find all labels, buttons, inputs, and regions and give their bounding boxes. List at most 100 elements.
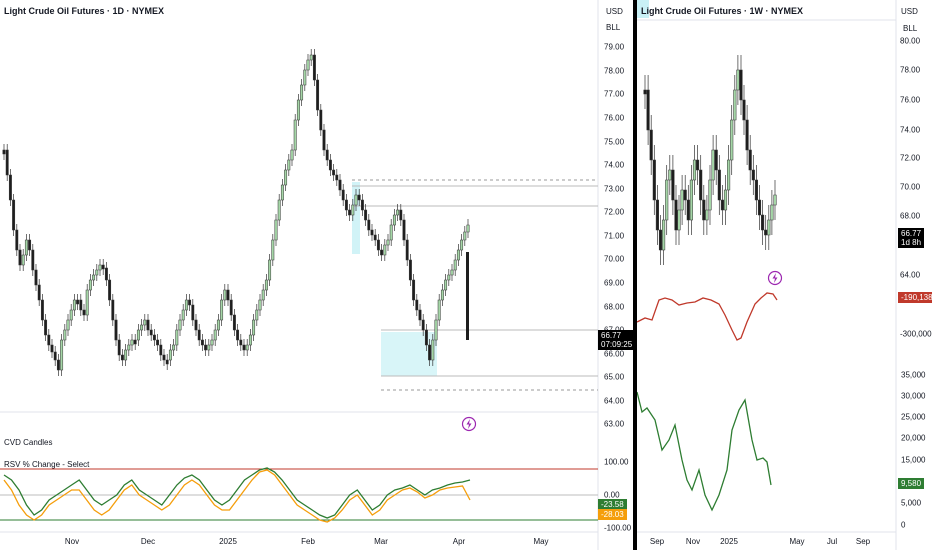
daily-chart-pane[interactable]: Light Crude Oil Futures · 1D · NYMEX USD… — [0, 0, 633, 550]
daily-candle — [72, 299, 76, 311]
daily-candle — [236, 329, 240, 341]
price-axis-label: 72.00 — [604, 207, 625, 217]
weekly-candle — [680, 189, 684, 211]
daily-candle — [37, 284, 41, 301]
price-axis-label: 74.00 — [604, 160, 625, 170]
daily-candle — [47, 334, 51, 346]
price-axis-label: 69.00 — [604, 278, 625, 288]
price-axis-label: 72.00 — [900, 153, 921, 163]
cvd-candles-label[interactable]: CVD Candles — [4, 438, 53, 447]
price-axis-label: 65.00 — [604, 372, 625, 382]
daily-candle — [450, 269, 454, 276]
pane-divider[interactable] — [633, 0, 637, 550]
weekly-candle — [730, 119, 734, 161]
daily-candle — [28, 239, 32, 251]
daily-candle — [95, 269, 99, 276]
weekly-candle — [686, 199, 690, 221]
volume-axis-label: 30,000 — [901, 391, 926, 401]
lightning-alert-icon[interactable] — [461, 416, 477, 432]
daily-candle — [130, 339, 134, 346]
daily-candle — [82, 309, 86, 316]
price-axis-label: 68.00 — [604, 302, 625, 312]
weekly-candle — [733, 89, 737, 121]
daily-candle — [437, 299, 441, 321]
rsi-orange-value-tag: -28.03 — [598, 509, 627, 520]
weekly-candle — [689, 179, 693, 221]
price-axis-label: 64.00 — [900, 270, 921, 280]
daily-candle — [175, 329, 179, 346]
weekly-candle — [770, 204, 774, 221]
daily-candle — [364, 209, 368, 221]
volume-axis-label: 15,000 — [901, 455, 926, 465]
price-axis-label: 79.00 — [604, 42, 625, 52]
daily-candle — [168, 349, 172, 361]
time-axis-label: Apr — [452, 537, 466, 546]
rsi-axis-0: 0.00 — [604, 490, 620, 500]
daily-candle — [76, 299, 80, 305]
daily-chart-canvas[interactable] — [0, 0, 633, 550]
daily-candle — [31, 249, 35, 271]
daily-candle — [463, 231, 467, 241]
weekly-candle — [751, 169, 755, 181]
daily-candle — [85, 289, 89, 316]
daily-candle — [152, 334, 156, 341]
daily-candle — [44, 319, 48, 336]
daily-candle — [431, 339, 435, 361]
daily-candle — [284, 169, 288, 186]
price-axis-label: 70.00 — [604, 254, 625, 264]
price-axis-label: 70.00 — [900, 182, 921, 192]
daily-candle — [18, 249, 22, 266]
daily-candle — [117, 339, 121, 356]
daily-candle — [440, 289, 444, 301]
rsi-axis-100: 100.00 — [604, 457, 629, 467]
daily-candle — [172, 344, 176, 351]
daily-candle — [165, 359, 169, 365]
daily-candle — [280, 184, 284, 201]
rsi-green-line — [3, 467, 471, 519]
price-axis-label: 78.00 — [900, 65, 921, 75]
daily-candle — [383, 244, 387, 256]
daily-candle — [415, 299, 419, 311]
daily-candle — [418, 309, 422, 321]
daily-candle — [332, 169, 336, 176]
daily-candle — [114, 319, 118, 341]
bar-countdown: 07:09:25 — [601, 340, 633, 349]
weekly-chart-canvas[interactable] — [637, 0, 932, 550]
price-axis-label: 76.00 — [900, 95, 921, 105]
daily-candle — [296, 99, 300, 121]
daily-candle — [223, 289, 227, 301]
daily-candle — [306, 59, 310, 71]
volume-axis-label: 25,000 — [901, 412, 926, 422]
last-price-value: 66.77 — [901, 229, 922, 238]
daily-candle — [360, 199, 364, 211]
daily-candle — [367, 219, 371, 231]
daily-candle — [312, 54, 316, 81]
daily-candle — [412, 279, 416, 301]
daily-candle — [207, 344, 211, 351]
daily-candle — [184, 299, 188, 311]
rsv-indicator-label[interactable]: RSV % Change - Select — [4, 460, 90, 469]
daily-candle — [53, 351, 57, 361]
volume-axis-label: 35,000 — [901, 370, 926, 380]
weekly-candle — [767, 219, 771, 236]
weekly-candle — [662, 219, 666, 251]
price-axis-label: 71.00 — [604, 231, 625, 241]
price-axis-label: 64.00 — [604, 396, 625, 406]
time-axis-label: Jul — [826, 537, 838, 546]
daily-candle — [434, 319, 438, 341]
daily-candle — [133, 339, 137, 345]
price-axis-label: 73.00 — [604, 184, 625, 194]
daily-candle — [12, 199, 16, 231]
weekly-candle — [677, 209, 681, 231]
daily-candle — [466, 252, 469, 340]
daily-candle — [261, 289, 265, 301]
time-axis-label: May — [533, 537, 549, 546]
weekly-chart-pane[interactable]: Light Crude Oil Futures · 1W · NYMEX USD… — [637, 0, 932, 550]
unit-label: BLL — [903, 24, 918, 33]
daily-candle — [127, 344, 131, 351]
daily-candle — [428, 344, 432, 361]
weekly-candle — [692, 159, 697, 181]
lightning-alert-icon[interactable] — [767, 270, 783, 286]
daily-candle — [322, 129, 326, 151]
highlight-zone — [352, 182, 360, 254]
